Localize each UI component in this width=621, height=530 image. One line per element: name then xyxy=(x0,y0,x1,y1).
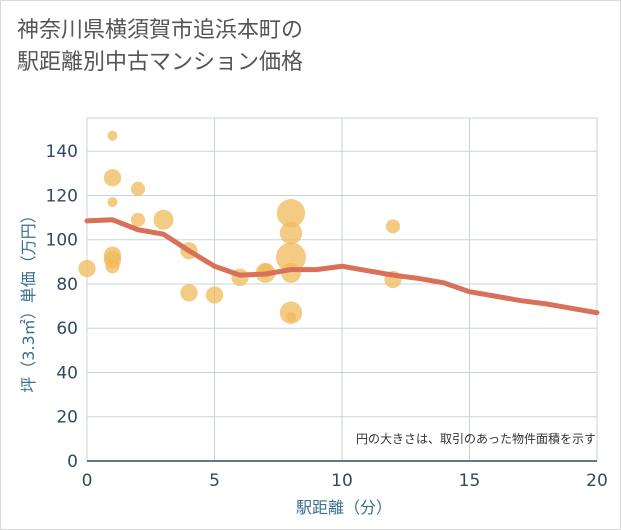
axes: 0 20 40 60 80 100 120 140 0 5 10 15 20 xyxy=(46,142,608,491)
bubble-7 xyxy=(130,181,146,196)
bubble-16 xyxy=(276,199,306,228)
bubble-size-note: 円の大きさは、取引のあった物件面積を示す xyxy=(356,431,596,446)
x-axis-label: 駅距離（分） xyxy=(296,498,392,517)
trend-line-layer xyxy=(84,217,600,316)
x-tick-label-20: 20 xyxy=(586,471,608,491)
x-tick-label-5: 5 xyxy=(209,471,220,491)
y-tick-label-120: 120 xyxy=(46,186,78,206)
bubble-9 xyxy=(153,209,174,230)
bubble-22 xyxy=(385,219,401,234)
bubble-6 xyxy=(105,259,120,274)
y-tick-label-60: 60 xyxy=(56,319,78,339)
x-tick-label-10: 10 xyxy=(331,471,353,491)
bubble-18 xyxy=(276,242,306,273)
chart-title: 神奈川県横須賀市追浜本町の 駅距離別中古マンション価格 xyxy=(17,15,577,79)
bubble-11 xyxy=(180,284,198,302)
y-tick-label-40: 40 xyxy=(56,363,78,383)
y-tick-label-20: 20 xyxy=(56,408,78,428)
bubble-3 xyxy=(107,197,118,208)
bubble-12 xyxy=(205,286,224,304)
bubble-0 xyxy=(78,259,96,278)
y-tick-label-140: 140 xyxy=(46,142,78,162)
y-axis-label: 坪（3.3㎡）単価（万円） xyxy=(19,207,38,392)
y-tick-label-100: 100 xyxy=(46,231,78,251)
bubble-17 xyxy=(279,221,303,245)
chart-title-line-1: 神奈川県横須賀市追浜本町の xyxy=(17,18,304,43)
bubble-1 xyxy=(107,130,118,141)
x-tick-label-15: 15 xyxy=(459,471,481,491)
bubble-2 xyxy=(103,169,122,187)
grid xyxy=(86,117,598,462)
y-tick-label-80: 80 xyxy=(56,275,78,295)
y-tick-label-0: 0 xyxy=(67,452,78,472)
bubble-21 xyxy=(286,312,296,323)
bubble-8 xyxy=(130,212,146,227)
chart-title-line-2: 駅距離別中古マンション価格 xyxy=(17,50,304,75)
series-line-0 xyxy=(84,217,600,316)
x-tick-label-0: 0 xyxy=(82,471,93,491)
